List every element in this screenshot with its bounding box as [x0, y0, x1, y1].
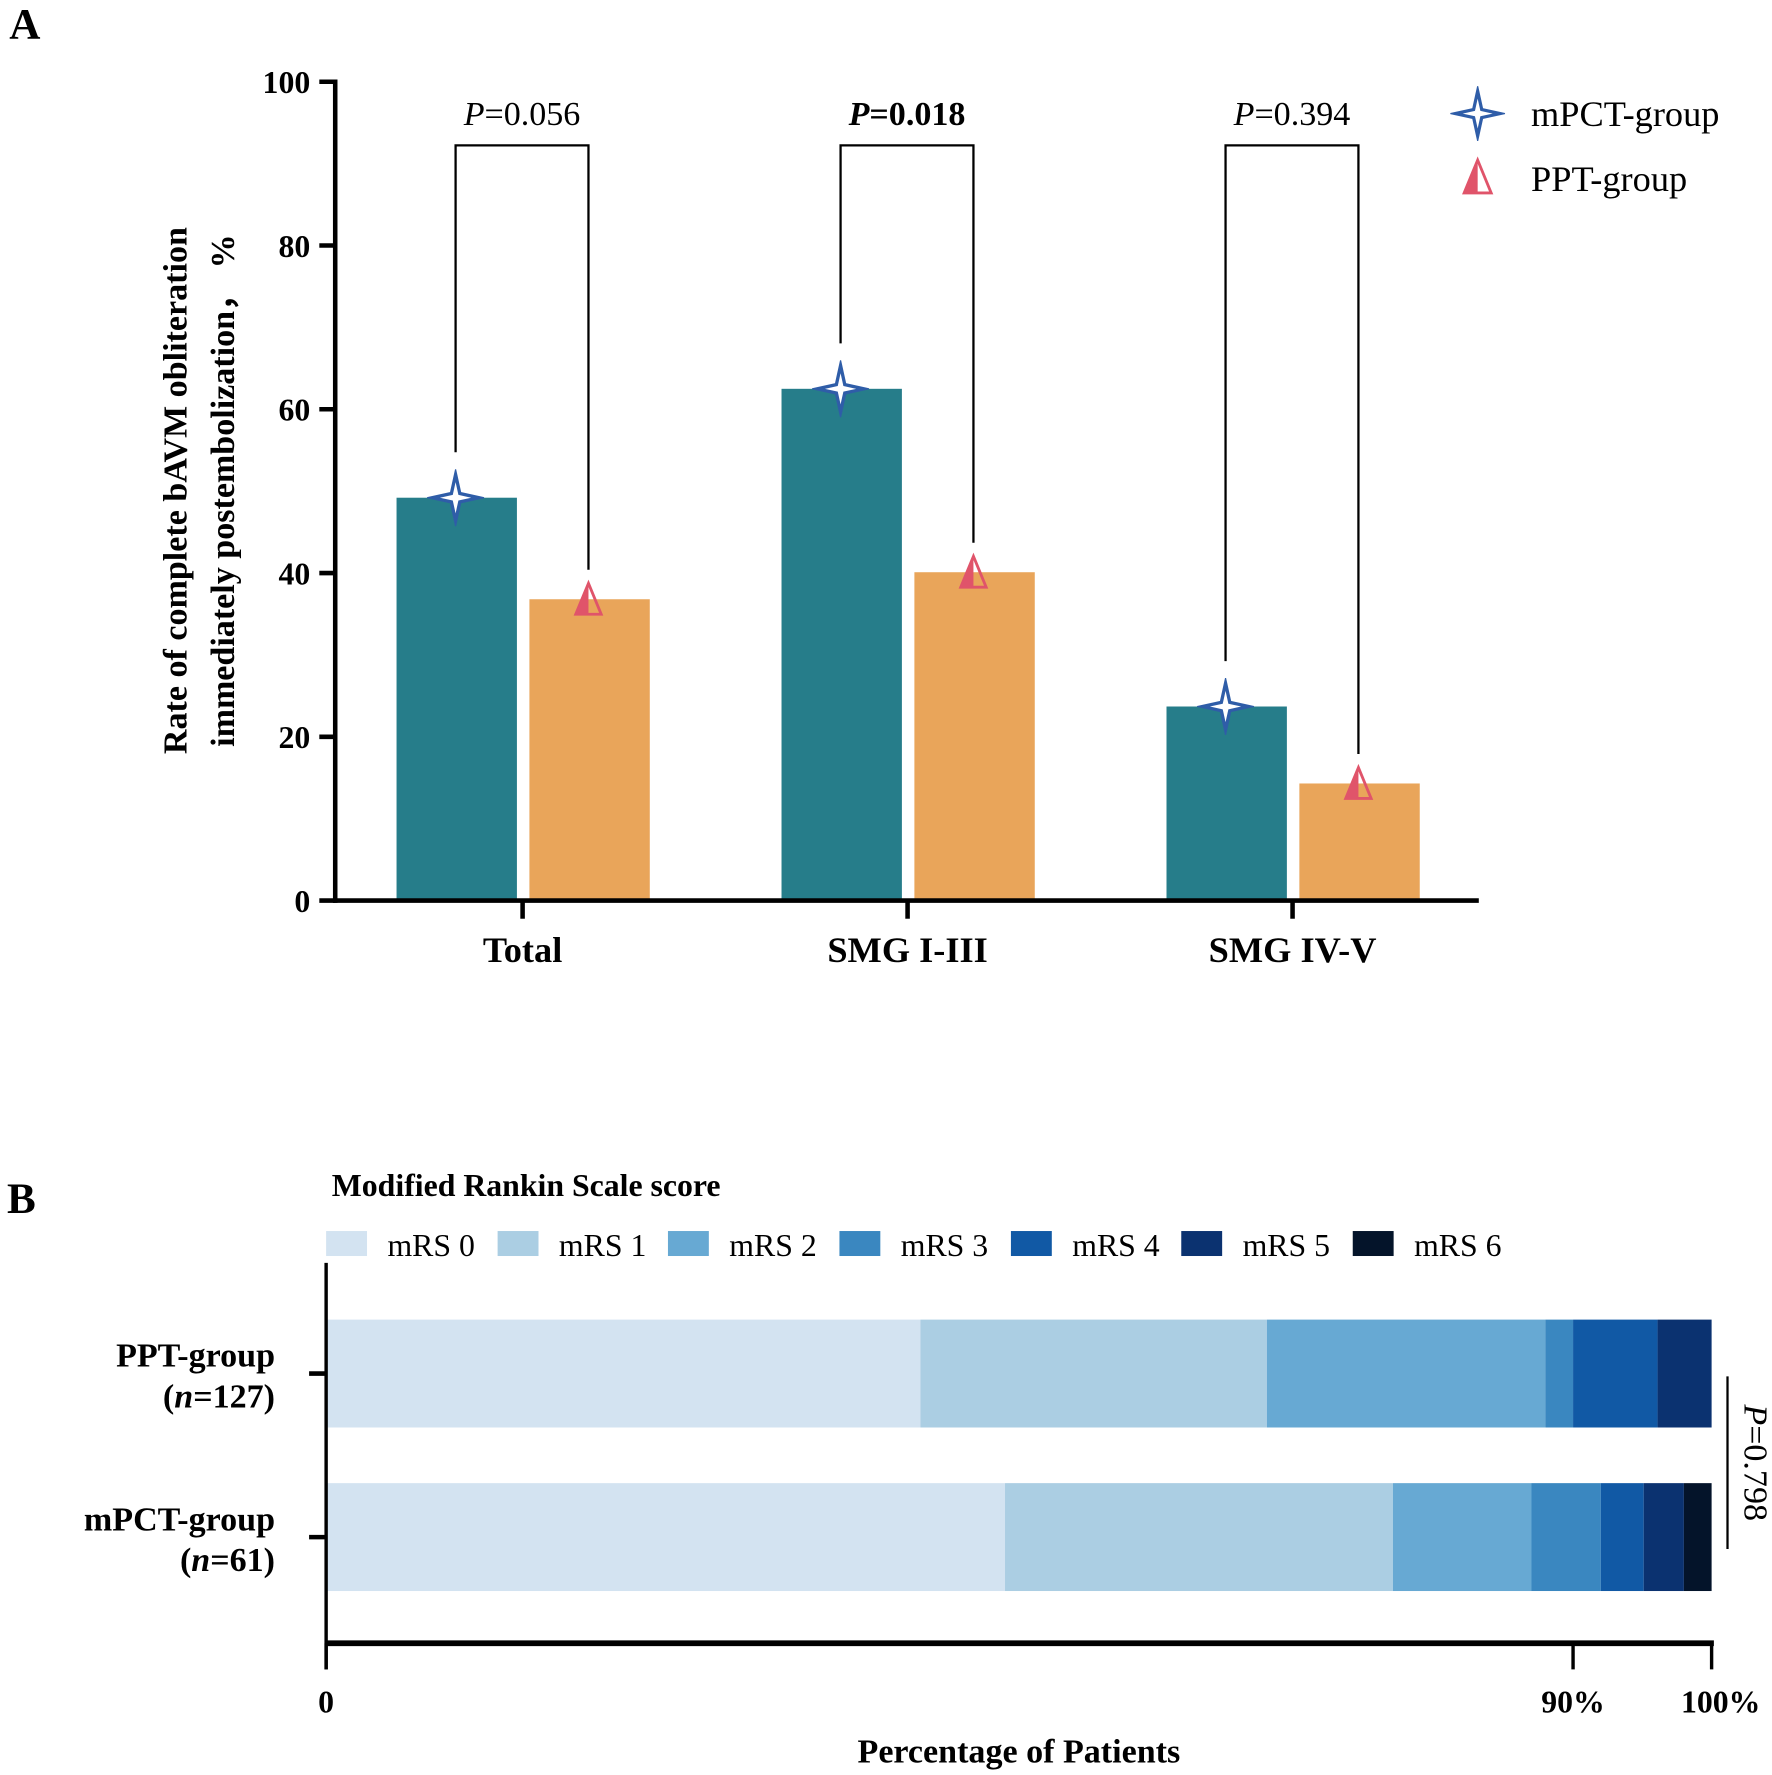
bar-segment-mrs-3 — [1545, 1319, 1574, 1428]
legend-label-mrs-3: mRS 3 — [901, 1228, 988, 1263]
legend-swatch-mrs-5 — [1181, 1231, 1223, 1257]
y-tick-label-n: (n=127) — [163, 1379, 275, 1416]
x-tick-label: 90% — [1541, 1685, 1605, 1720]
triangle-marker-outline — [1462, 156, 1494, 195]
p-value-number: =0.798 — [1737, 1425, 1772, 1521]
n-prefix: ( — [180, 1542, 191, 1579]
panel-label-a: A — [9, 2, 40, 49]
y-axis-label-line1: Rate of complete bAVM obliteration — [157, 227, 194, 754]
x-tick-label: 100% — [1681, 1685, 1760, 1720]
bar-mpct-group — [396, 497, 517, 901]
x-tick-label: Total — [483, 930, 562, 970]
p-value-label: P=0.018 — [848, 96, 966, 133]
x-tick-label: 0 — [318, 1685, 334, 1720]
bar-segment-mrs-6 — [1683, 1483, 1712, 1592]
bar-segment-mrs-5 — [1657, 1319, 1712, 1428]
bar-ppt-group — [1299, 783, 1420, 901]
legend-swatch-mrs-0 — [326, 1231, 368, 1257]
bar-mpct-group — [781, 388, 902, 901]
legend-label-mrs-6: mRS 6 — [1414, 1228, 1501, 1263]
p-value-number: =0.394 — [1254, 96, 1350, 133]
legend-label-ppt: PPT-group — [1531, 159, 1687, 199]
panel-b-chart: Modified Rankin Scale score mRS 0 mRS 1 mR… — [84, 1168, 1772, 1771]
legend-swatch-mrs-4 — [1010, 1231, 1052, 1257]
legend-label-mrs-5: mRS 5 — [1243, 1228, 1330, 1263]
n-rest: =127) — [193, 1379, 275, 1416]
legend-label-mpct: mPCT-group — [1531, 94, 1719, 134]
legend-label-mrs-4: mRS 4 — [1072, 1228, 1160, 1263]
significance-bracket — [839, 144, 975, 543]
bar-segment-mrs-2 — [1392, 1483, 1532, 1592]
legend-a: mPCT-group PPT-group — [1450, 86, 1719, 199]
triangle-marker-outline — [573, 579, 604, 616]
bar-segment-mrs-0 — [326, 1483, 1006, 1592]
legend-b: mRS 0 mRS 1 mRS 2 mRS 3 mRS 4 mRS 5 mRS 6 — [326, 1228, 1502, 1263]
bar-ppt-group — [529, 599, 650, 901]
y-tick-label: 0 — [294, 884, 310, 919]
bar-mpct-group — [1166, 706, 1287, 901]
p-value-p: P — [463, 96, 485, 133]
star-marker-inner — [1209, 690, 1242, 723]
p-value-p: P — [1737, 1403, 1772, 1425]
y-axis-label-line2: immediately postembolization， % — [205, 234, 242, 747]
bar-segment-mrs-2 — [1266, 1319, 1546, 1428]
star-marker-inner — [1462, 98, 1493, 129]
p-value-label: P=0.394 — [1233, 96, 1351, 133]
legend-swatch-mrs-3 — [839, 1231, 881, 1257]
star-marker-inner — [824, 373, 857, 405]
legend-title: Modified Rankin Scale score — [332, 1168, 721, 1203]
y-tick-label-group: PPT-group — [116, 1338, 275, 1375]
triangle-marker-outline — [958, 552, 989, 589]
y-tick-label: 60 — [278, 393, 310, 428]
legend-label-mrs-1: mRS 1 — [559, 1228, 646, 1263]
p-value-number: =0.018 — [869, 96, 965, 133]
star-marker-inner — [439, 482, 472, 514]
legend-swatch-mrs-6 — [1352, 1231, 1394, 1257]
p-value-p: P — [1233, 96, 1255, 133]
bar-segment-mrs-4 — [1573, 1319, 1658, 1428]
y-tick-label: 40 — [278, 556, 310, 591]
n-rest: =61) — [210, 1542, 275, 1579]
significance-bracket — [454, 144, 590, 570]
bar-segment-mrs-0 — [326, 1319, 921, 1428]
p-value-label: P=0.798 — [1737, 1403, 1772, 1521]
x-tick-label: SMG I-III — [827, 930, 987, 970]
legend-swatch-mrs-2 — [667, 1231, 709, 1257]
bar-ppt-group — [914, 572, 1035, 901]
y-tick-label-n: (n=61) — [180, 1542, 275, 1579]
bar-segment-mrs-4 — [1600, 1483, 1644, 1592]
x-tick-label: SMG IV-V — [1209, 930, 1377, 970]
y-tick-label: 80 — [278, 229, 310, 264]
bar-segment-mrs-1 — [920, 1319, 1267, 1428]
y-tick-label-group: mPCT-group — [84, 1501, 275, 1538]
p-value-label: P=0.056 — [463, 96, 581, 133]
panel-label-b: B — [7, 1176, 36, 1223]
triangle-marker-outline — [1343, 763, 1374, 800]
significance-bracket — [1224, 144, 1360, 754]
bar-segment-mrs-3 — [1531, 1483, 1601, 1592]
y-tick-label: 20 — [278, 720, 310, 755]
legend-label-mrs-2: mRS 2 — [729, 1228, 816, 1263]
n-italic: n — [191, 1542, 210, 1579]
y-tick-label: 100 — [263, 65, 311, 100]
n-italic: n — [174, 1379, 193, 1416]
x-axis-label: Percentage of Patients — [858, 1734, 1181, 1771]
bar-segment-mrs-5 — [1643, 1483, 1684, 1592]
n-prefix: ( — [163, 1379, 174, 1416]
legend-label-mrs-0: mRS 0 — [387, 1228, 474, 1263]
p-value-p: P — [848, 96, 871, 133]
p-value-number: =0.056 — [485, 96, 581, 133]
bar-segment-mrs-1 — [1005, 1483, 1393, 1592]
legend-swatch-mrs-1 — [497, 1231, 539, 1257]
